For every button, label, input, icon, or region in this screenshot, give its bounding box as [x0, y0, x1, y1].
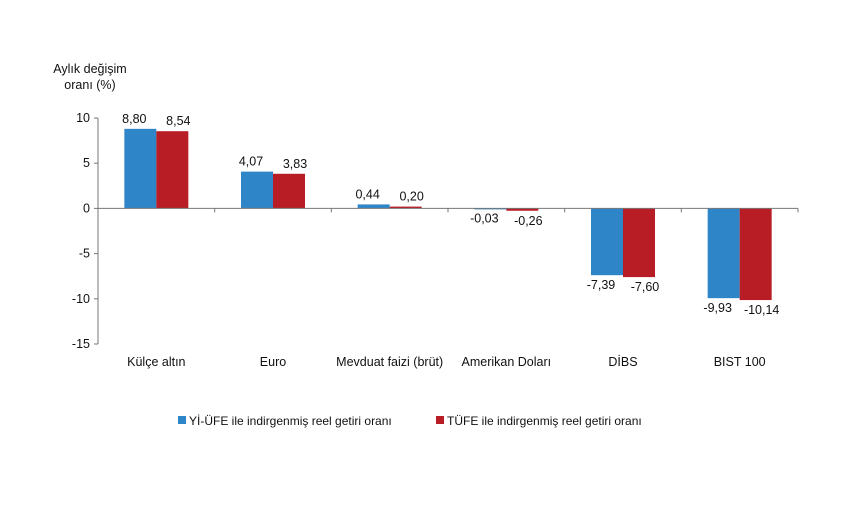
- y-tick-label-0: 10: [76, 111, 90, 125]
- data-label-tufe-3: -0,26: [514, 214, 543, 228]
- data-label-tufe-1: 3,83: [283, 157, 307, 171]
- bar-tufe-5: [739, 208, 772, 301]
- bar-tufe-2: [389, 206, 422, 209]
- bar-tufe-3: [506, 208, 539, 211]
- labels-layer: 8,80 8,54 Külçe altın 4,07 3,83 Euro 0,44 0,20 M…: [122, 112, 779, 369]
- y-tick-label-5: -15: [72, 337, 90, 351]
- x-tick-label-2: Mevduat faizi (brüt): [336, 355, 443, 369]
- bar-yiufe-4: [591, 208, 623, 276]
- data-label-yiufe-0: 8,80: [122, 112, 146, 126]
- y-tick-label-3: -5: [79, 247, 90, 261]
- x-tick-label-4: DİBS: [608, 355, 637, 369]
- bar-yiufe-1: [241, 171, 273, 209]
- bar-yiufe-0: [124, 128, 157, 209]
- x-tick-label-5: BIST 100: [714, 355, 766, 369]
- data-label-yiufe-3: -0,03: [470, 212, 499, 226]
- legend: Yİ-ÜFE ile indirgenmiş reel getiri oranı…: [178, 414, 642, 428]
- axes-layer: 10 5 0 -5 -10 -15: [72, 111, 799, 351]
- legend-swatch-yiufe: [178, 416, 186, 424]
- bars-layer: [124, 128, 772, 301]
- data-label-tufe-4: -7,60: [631, 280, 660, 294]
- bar-tufe-1: [273, 173, 305, 209]
- data-label-yiufe-5: -9,93: [703, 301, 732, 315]
- x-tick-label-1: Euro: [260, 355, 286, 369]
- y-tick-label-1: 5: [83, 156, 90, 170]
- y-tick-label-4: -10: [72, 292, 90, 306]
- bar-yiufe-5: [707, 208, 740, 299]
- bar-tufe-4: [623, 208, 655, 278]
- y-tick-label-2: 0: [83, 201, 90, 215]
- data-label-tufe-2: 0,20: [399, 190, 423, 204]
- legend-swatch-tufe: [436, 416, 444, 424]
- legend-label-yiufe: Yİ-ÜFE ile indirgenmiş reel getiri oranı: [189, 414, 392, 428]
- data-label-yiufe-4: -7,39: [587, 278, 616, 292]
- bar-tufe-0: [156, 131, 189, 209]
- data-label-tufe-0: 8,54: [166, 114, 190, 128]
- x-tick-label-3: Amerikan Doları: [462, 355, 552, 369]
- data-label-yiufe-2: 0,44: [355, 187, 379, 201]
- y-axis-label-line-1: Aylık değişim: [53, 62, 126, 76]
- data-label-yiufe-1: 4,07: [239, 155, 263, 169]
- bar-yiufe-2: [357, 204, 390, 209]
- y-axis-label-line-2: oranı (%): [64, 78, 115, 92]
- data-label-tufe-5: -10,14: [744, 303, 779, 317]
- x-tick-label-0: Külçe altın: [127, 355, 185, 369]
- legend-label-tufe: TÜFE ile indirgenmiş reel getiri oranı: [447, 414, 642, 428]
